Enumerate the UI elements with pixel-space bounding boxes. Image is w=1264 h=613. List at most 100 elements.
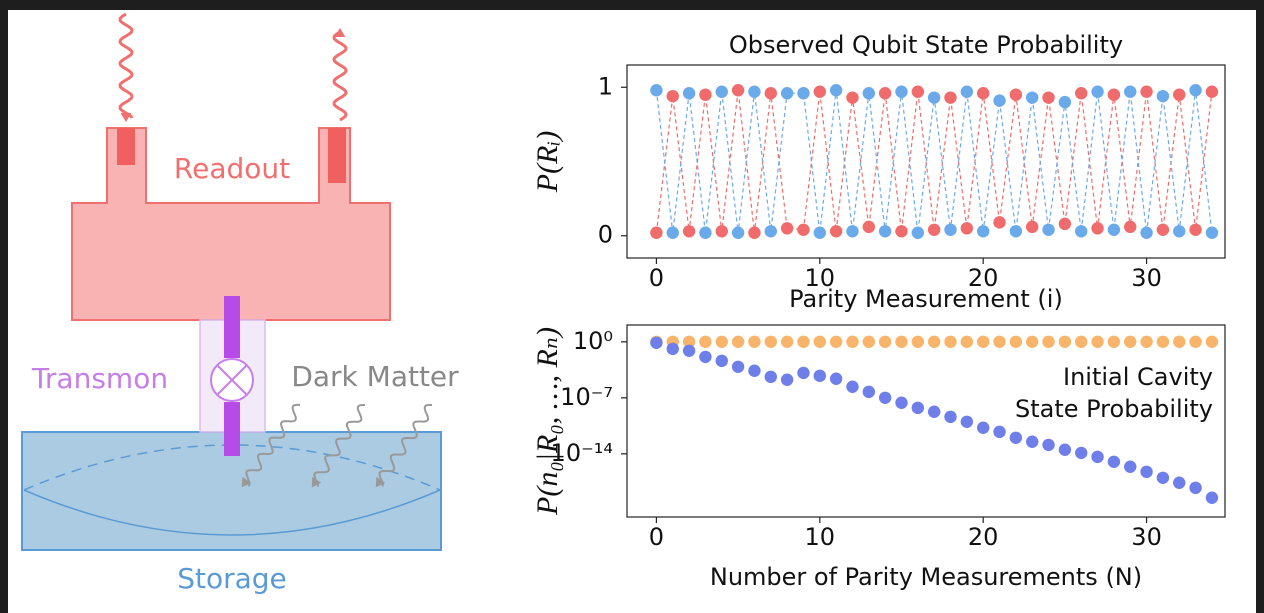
- marker: [960, 85, 974, 98]
- marker: [699, 226, 712, 239]
- marker: [944, 335, 957, 349]
- y-tick-label: 1: [598, 72, 613, 100]
- marker: [1140, 85, 1153, 98]
- marker: [1140, 465, 1153, 479]
- marker: [1173, 225, 1186, 238]
- marker: [1140, 226, 1153, 239]
- marker: [960, 222, 974, 235]
- marker: [1091, 222, 1104, 235]
- marker: [1042, 335, 1055, 349]
- marker: [846, 225, 859, 238]
- transmon-label: Transmon: [31, 362, 168, 395]
- marker: [895, 225, 908, 238]
- marker: [682, 225, 696, 238]
- marker: [1042, 438, 1055, 452]
- marker: [1026, 91, 1039, 104]
- marker: [1173, 88, 1186, 101]
- marker: [862, 87, 876, 100]
- marker: [797, 223, 810, 236]
- marker: [1140, 335, 1153, 349]
- series-line: [655, 90, 1213, 233]
- x-axis-title: Number of Parity Measurements (N): [710, 563, 1142, 591]
- marker: [1156, 335, 1170, 349]
- marker: [813, 369, 826, 383]
- marker: [993, 335, 1006, 349]
- marker: [1124, 85, 1137, 98]
- marker: [862, 335, 876, 349]
- marker: [829, 225, 843, 238]
- x-tick-label: 30: [1131, 264, 1162, 292]
- marker: [895, 396, 908, 409]
- marker: [1009, 88, 1023, 101]
- wave: [245, 403, 301, 487]
- marker: [731, 360, 745, 374]
- plot-frame: [626, 324, 1226, 518]
- marker: [1009, 431, 1023, 445]
- arrow-head: [334, 28, 346, 37]
- marker: [862, 220, 876, 234]
- marker: [829, 372, 843, 385]
- marker: [927, 335, 941, 349]
- marker: [1124, 335, 1137, 349]
- wave: [313, 404, 365, 487]
- annotation: Initial Cavity: [1063, 363, 1213, 391]
- marker: [1173, 476, 1186, 489]
- marker: [960, 335, 974, 349]
- plot-frame: [626, 64, 1226, 259]
- marker: [1042, 91, 1055, 104]
- marker: [682, 335, 696, 349]
- x-tick-label: 20: [968, 264, 999, 292]
- marker: [1205, 226, 1219, 239]
- marker: [748, 226, 761, 239]
- marker: [715, 335, 728, 349]
- junction-cross: [216, 364, 248, 396]
- marker: [731, 335, 745, 349]
- marker: [911, 85, 925, 98]
- marker: [944, 223, 957, 236]
- marker: [1075, 446, 1088, 460]
- marker: [748, 85, 761, 98]
- x-tick-label: 20: [968, 523, 999, 551]
- marker: [1009, 225, 1023, 238]
- readout-pin: [117, 128, 135, 165]
- transmon-pad: [224, 402, 240, 456]
- wave: [332, 30, 348, 122]
- marker: [1091, 450, 1104, 464]
- marker: [1205, 491, 1219, 504]
- marker: [1058, 443, 1072, 456]
- marker: [682, 344, 696, 358]
- annotation: State Probability: [1015, 395, 1213, 423]
- marker: [666, 89, 679, 103]
- marker: [650, 226, 663, 239]
- wave: [118, 12, 134, 119]
- arrow-head: [311, 476, 322, 488]
- marker: [715, 85, 728, 98]
- marker: [764, 225, 777, 238]
- marker: [650, 336, 663, 350]
- marker: [1205, 335, 1219, 349]
- decor: [118, 12, 432, 488]
- x-tick-label: 0: [649, 523, 664, 551]
- marker: [780, 222, 794, 235]
- arrow-head: [120, 113, 132, 122]
- marker: [1124, 220, 1137, 234]
- marker: [748, 364, 761, 377]
- arrow-head: [241, 476, 252, 488]
- marker: [1107, 88, 1121, 101]
- marker: [993, 94, 1006, 107]
- arrow-head: [375, 476, 386, 488]
- marker: [764, 87, 777, 100]
- marker: [1026, 335, 1039, 349]
- chart-title: Observed Qubit State Probability: [729, 31, 1123, 59]
- y-tick-label: 10⁻⁷: [560, 383, 613, 411]
- y-axis-title: P(Rᵢ): [531, 131, 564, 193]
- marker: [911, 226, 925, 239]
- marker: [797, 366, 810, 380]
- marker: [666, 226, 679, 239]
- marker: [797, 87, 810, 100]
- marker: [1156, 471, 1170, 485]
- marker: [813, 335, 826, 349]
- marker: [976, 87, 990, 100]
- marker: [780, 335, 794, 349]
